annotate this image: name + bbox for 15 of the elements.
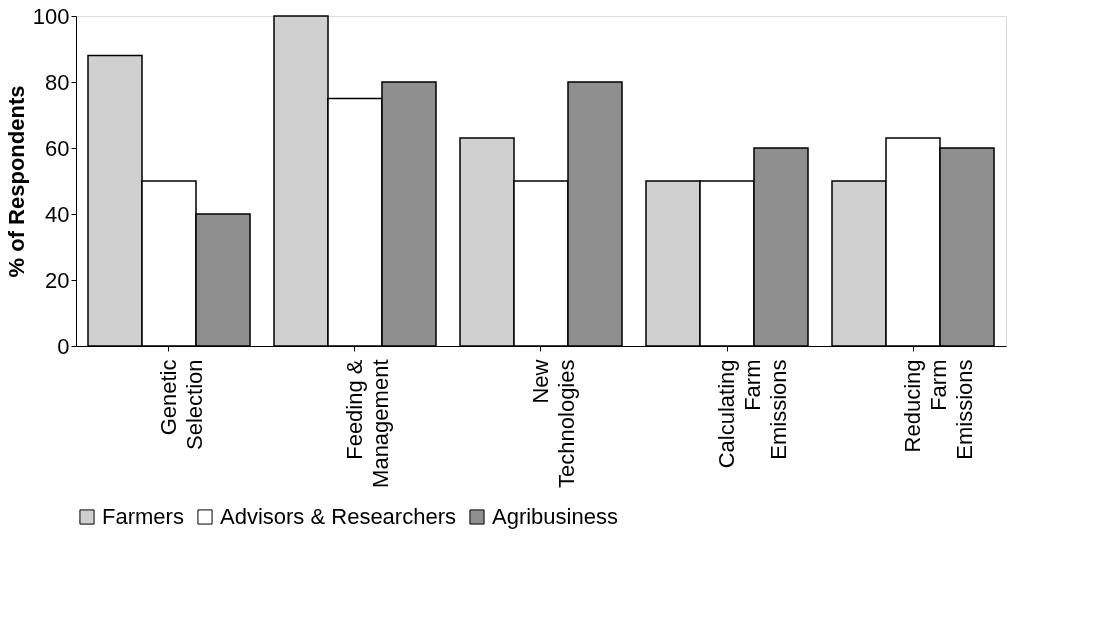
legend-label: Agribusiness xyxy=(492,504,618,529)
y-tick-label: 100 xyxy=(32,3,70,29)
x-tick-label: Feeding & Management xyxy=(342,359,393,488)
y-tick-label: 40 xyxy=(45,201,70,227)
legend-label: Advisors & Researchers xyxy=(220,504,456,529)
legend-label: Farmers xyxy=(102,504,184,529)
y-tick-label: 60 xyxy=(45,135,70,161)
y-tick-label: 80 xyxy=(45,69,70,95)
x-tick-label: Reducing Farm Emissions xyxy=(900,359,977,460)
y-axis-title: % of Respondents xyxy=(3,85,29,278)
y-tick-label: 20 xyxy=(45,267,70,293)
x-tick-label: Genetic Selection xyxy=(156,359,207,451)
y-tick-label: 0 xyxy=(57,333,70,359)
x-tick-label: New Technologies xyxy=(528,359,579,488)
x-tick-label: Calculating Farm Emissions xyxy=(714,359,791,469)
